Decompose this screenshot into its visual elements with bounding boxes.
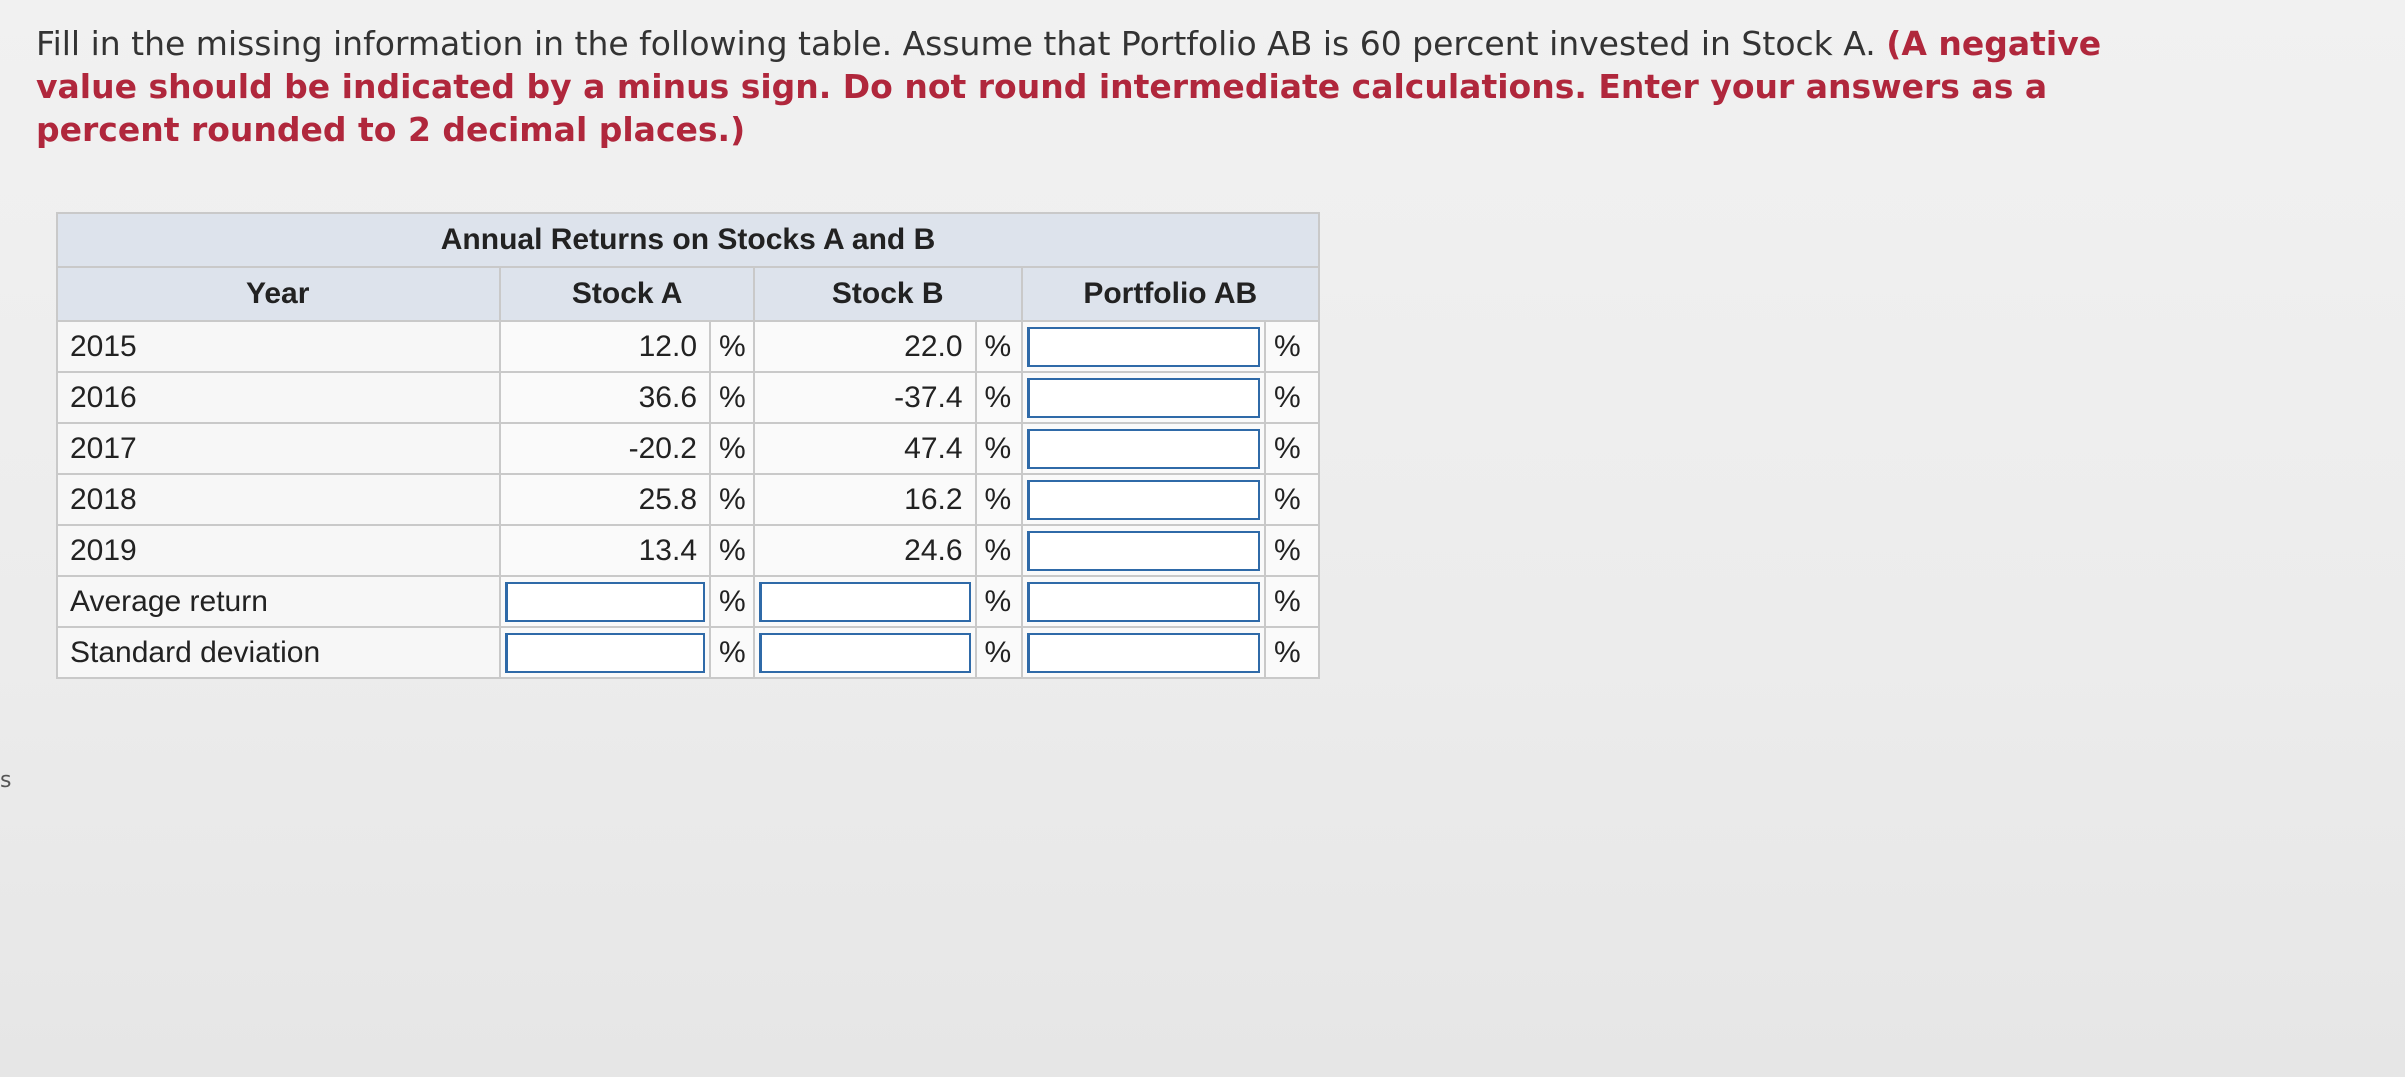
table-header-row: Year Stock A Stock B Portfolio AB: [55, 266, 1320, 322]
annual-returns-table: Annual Returns on Stocks A and B Year St…: [55, 212, 1320, 679]
year-cell: 2018: [55, 473, 502, 526]
portfolio-average-cell: [1020, 575, 1266, 628]
percent-sign: %: [709, 371, 755, 424]
portfolio-cell: [1020, 371, 1266, 424]
stock-b-average-cell: [752, 575, 977, 628]
stock-a-return: 13.4: [499, 524, 711, 577]
stock-a-stdev-input[interactable]: [505, 632, 705, 673]
stock-b-return: 16.2: [752, 473, 977, 526]
stock-b-stdev-cell: [752, 626, 977, 679]
stock-b-return: 24.6: [752, 524, 977, 577]
portfolio-stdev-cell: [1020, 626, 1266, 679]
portfolio-cell: [1020, 524, 1266, 577]
edge-text-fragment: s: [0, 768, 12, 793]
table-row: 2015 12.0 % 22.0 % %: [55, 320, 1320, 373]
stock-a-return: -20.2: [499, 422, 711, 475]
portfolio-2018-input[interactable]: [1026, 479, 1260, 520]
header-stock-b: Stock B: [752, 266, 1023, 322]
instructions-emphasis: (A negative value should be indicated by…: [36, 24, 2102, 149]
portfolio-cell: [1020, 320, 1266, 373]
year-cell: 2016: [55, 371, 502, 424]
percent-sign: %: [974, 524, 1023, 577]
portfolio-cell: [1020, 422, 1266, 475]
year-cell: 2015: [55, 320, 502, 373]
portfolio-2016-input[interactable]: [1026, 377, 1260, 418]
percent-sign: %: [974, 320, 1023, 373]
percent-sign: %: [974, 422, 1023, 475]
stock-b-stdev-input[interactable]: [758, 632, 971, 673]
percent-sign: %: [709, 320, 755, 373]
stock-a-return: 25.8: [499, 473, 711, 526]
stock-b-return: -37.4: [752, 371, 977, 424]
stock-b-average-input[interactable]: [758, 581, 971, 622]
table-row: 2017 -20.2 % 47.4 % %: [55, 422, 1320, 475]
table-row: 2018 25.8 % 16.2 % %: [55, 473, 1320, 526]
percent-sign: %: [974, 473, 1023, 526]
percent-sign: %: [709, 473, 755, 526]
percent-sign: %: [709, 524, 755, 577]
year-cell: 2017: [55, 422, 502, 475]
table-row: Average return % % %: [55, 575, 1320, 628]
table-title-row: Annual Returns on Stocks A and B: [56, 212, 1320, 268]
stock-b-return: 22.0: [752, 320, 977, 373]
stock-a-average-cell: [499, 575, 711, 628]
percent-sign: %: [1264, 371, 1320, 424]
table-row: 2016 36.6 % -37.4 % %: [55, 371, 1320, 424]
portfolio-cell: [1020, 473, 1266, 526]
table-row: Standard deviation % % %: [55, 626, 1320, 679]
stock-b-return: 47.4: [752, 422, 977, 475]
portfolio-2019-input[interactable]: [1026, 530, 1260, 571]
stock-a-return: 12.0: [499, 320, 711, 373]
percent-sign: %: [974, 626, 1023, 679]
header-stock-a: Stock A: [499, 266, 755, 322]
portfolio-2017-input[interactable]: [1026, 428, 1260, 469]
percent-sign: %: [709, 575, 755, 628]
standard-deviation-label: Standard deviation: [55, 626, 502, 679]
table-row: 2019 13.4 % 24.6 % %: [55, 524, 1320, 577]
percent-sign: %: [1264, 575, 1320, 628]
stock-a-average-input[interactable]: [505, 581, 705, 622]
header-portfolio-ab: Portfolio AB: [1020, 266, 1320, 322]
percent-sign: %: [974, 575, 1023, 628]
stock-a-return: 36.6: [499, 371, 711, 424]
percent-sign: %: [1264, 473, 1320, 526]
percent-sign: %: [709, 422, 755, 475]
average-return-label: Average return: [55, 575, 502, 628]
percent-sign: %: [1264, 320, 1320, 373]
percent-sign: %: [709, 626, 755, 679]
question-instructions: Fill in the missing information in the f…: [36, 22, 2146, 151]
portfolio-stdev-input[interactable]: [1026, 632, 1260, 673]
percent-sign: %: [1264, 524, 1320, 577]
percent-sign: %: [1264, 626, 1320, 679]
percent-sign: %: [1264, 422, 1320, 475]
stock-a-stdev-cell: [499, 626, 711, 679]
year-cell: 2019: [55, 524, 502, 577]
header-year: Year: [55, 266, 502, 322]
table-title: Annual Returns on Stocks A and B: [56, 212, 1320, 268]
instructions-text: Fill in the missing information in the f…: [36, 24, 1887, 63]
portfolio-2015-input[interactable]: [1026, 326, 1260, 367]
portfolio-average-input[interactable]: [1026, 581, 1260, 622]
percent-sign: %: [974, 371, 1023, 424]
